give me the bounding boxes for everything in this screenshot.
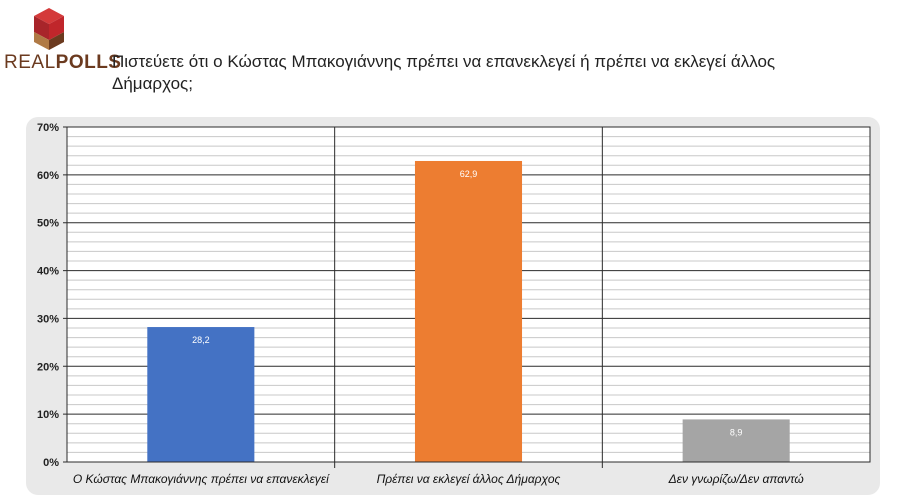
logo-brand-bold: POLLS — [55, 52, 122, 73]
y-tick-label: 20% — [37, 361, 59, 373]
category-label: Δεν γνωρίζω/Δεν απαντώ — [668, 472, 804, 486]
bar — [414, 160, 523, 462]
y-tick-label: 30% — [37, 313, 59, 325]
logo-wordmark: REALPOLLS — [4, 52, 121, 74]
bar-chart: 0% 10% 20% 30% 40% 50% 60% 70% 28,2 Ο Κώστας Μπακ… — [37, 122, 871, 486]
data-label: 28,2 — [192, 335, 210, 345]
y-tick-label: 70% — [37, 122, 59, 134]
bar — [682, 419, 790, 462]
survey-question: Πιστεύετε ότι ο Κώστας Μπακογιάννης πρέπ… — [112, 52, 776, 93]
realpolls-logo: REALPOLLS — [4, 6, 121, 76]
data-label: 62,9 — [460, 169, 478, 179]
data-label: 8,9 — [730, 427, 743, 437]
chart-panel: 0% 10% 20% 30% 40% 50% 60% 70% 28,2 Ο Κώστας Μπακ… — [26, 117, 880, 495]
y-tick-label: 50% — [37, 218, 59, 230]
logo-brand-thin: REAL — [4, 52, 56, 73]
y-tick-label: 40% — [37, 266, 59, 278]
plot-border — [66, 126, 871, 463]
category-label: Πρέπει να εκλεγεί άλλος Δήμαρχος — [377, 472, 561, 486]
bar — [147, 327, 255, 462]
category-label: Ο Κώστας Μπακογιάννης πρέπει να επανεκλε… — [73, 472, 330, 486]
logo-cube-icon — [34, 8, 64, 50]
y-tick-label: 10% — [37, 409, 59, 421]
y-tick-label: 60% — [37, 170, 59, 182]
y-tick-label: 0% — [43, 457, 59, 469]
